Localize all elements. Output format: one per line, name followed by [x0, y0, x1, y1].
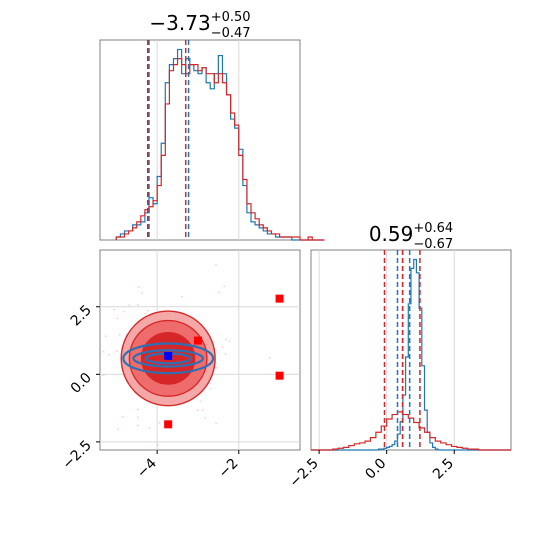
title-upper-error: +0.50 [211, 10, 251, 25]
sample-point [223, 285, 226, 288]
sample-point [136, 424, 139, 427]
sample-point [225, 338, 227, 341]
panel-frame [99, 39, 301, 241]
sample-point [209, 387, 212, 390]
sample-point [141, 292, 144, 295]
sample-point [121, 415, 124, 418]
blue-contour [122, 342, 215, 375]
blue-contour [132, 349, 204, 368]
sample-point [224, 352, 227, 355]
marginal-panel-y: −2.5 0.0 2.5 0.59+0.64 −0.67 [287, 221, 512, 491]
sample-point [228, 340, 231, 343]
sample-point [108, 353, 110, 356]
blue-contours [122, 342, 215, 375]
sample-point [215, 422, 217, 425]
sample-point [102, 374, 105, 377]
panel-title: −3.73+0.50 [149, 10, 250, 35]
title-value: −3.73 [149, 11, 210, 35]
joint-panel: −4 −2 −2.5 0.0 2.5 [59, 249, 301, 481]
sample-point [158, 421, 161, 424]
quantile-lines [383, 250, 421, 450]
sample-point [116, 317, 119, 320]
blue-marker [164, 351, 173, 360]
sample-point [216, 366, 219, 369]
sample-point [137, 416, 139, 419]
y-tick-labels: −2.5 0.0 2.5 [59, 302, 100, 473]
title-value: 0.59 [369, 222, 414, 246]
sample-point [148, 427, 151, 429]
panel-title: 0.59+0.64 [369, 221, 453, 246]
sample-point [136, 303, 139, 306]
x-tick-label: −2 [216, 456, 242, 482]
sample-point [196, 409, 199, 412]
sample-point [117, 428, 120, 430]
grid [318, 250, 455, 450]
sample-point [199, 400, 202, 403]
sample-point [137, 408, 139, 411]
red-marker [164, 420, 173, 429]
sample-point [156, 443, 159, 446]
x-tick-labels: −2.5 0.0 2.5 [287, 450, 457, 491]
x-tick-label: −2.5 [287, 456, 322, 491]
title-lower-error: −0.47 [211, 26, 251, 41]
y-tick-label: 2.5 [68, 302, 95, 329]
sample-point [137, 286, 140, 289]
sample-point [204, 417, 207, 419]
sample-point [104, 335, 107, 338]
sample-point [122, 310, 125, 313]
x-tick-label: 2.5 [430, 456, 457, 483]
quantile-lines [147, 40, 190, 240]
sample-point [147, 309, 149, 312]
y-tick-label: 0.0 [68, 370, 95, 397]
sample-point [113, 308, 115, 311]
x-tick-labels: −4 −2 [134, 450, 242, 481]
sample-point [268, 357, 271, 359]
red-marker [193, 336, 202, 345]
sample-point [116, 350, 119, 352]
title-lower-error: −0.67 [413, 237, 453, 252]
sample-point [128, 304, 131, 307]
sample-point [201, 409, 204, 411]
sample-point [102, 350, 105, 353]
x-tick-label: −4 [134, 455, 160, 481]
y-tick-label: −2.5 [59, 437, 94, 472]
title-upper-error: +0.64 [413, 221, 453, 236]
sample-point [180, 295, 183, 298]
marginal-panel-x: −3.73+0.50 −0.47 [99, 10, 325, 241]
histogram-step [311, 258, 511, 451]
sample-point [118, 333, 121, 336]
red-marker [275, 371, 284, 380]
x-tick-label: 0.0 [362, 456, 389, 483]
sample-point [144, 312, 147, 315]
sample-point [215, 263, 217, 266]
sample-point [221, 346, 224, 348]
red-marker [275, 294, 284, 303]
markers [164, 294, 284, 429]
sample-point [218, 291, 220, 294]
